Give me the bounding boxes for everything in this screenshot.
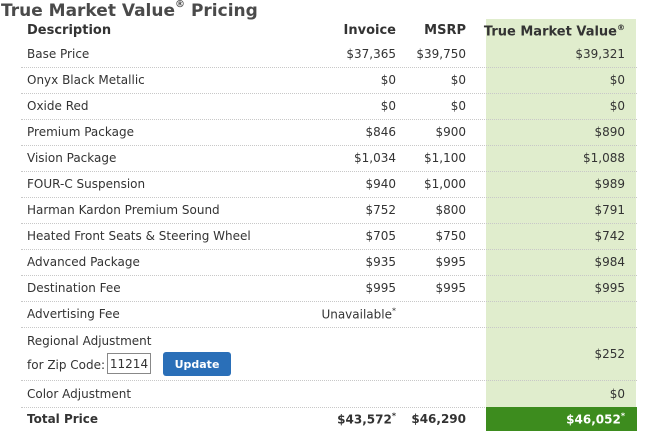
footnote-mark: * (391, 411, 396, 421)
zip-code-input[interactable] (107, 353, 151, 374)
row-tmv: $890 (594, 125, 625, 139)
row-description: Base Price (27, 47, 90, 61)
header-tmv-text: True Market Value (483, 24, 617, 40)
table-row: Oxide Red $0 $0 $0 (21, 93, 637, 120)
advertising-fee-value: Unavailable (321, 307, 392, 322)
table-row: Vision Package $1,034 $1,100 $1,088 (21, 145, 637, 172)
regional-adjustment-row: Regional Adjustment for Zip Code: Update… (21, 327, 637, 381)
advertising-fee-row: Advertising Fee Unavailable* (21, 301, 637, 328)
title-text: True Market Value (1, 1, 176, 21)
row-description: Heated Front Seats & Steering Wheel (27, 229, 251, 243)
row-msrp: $995 (435, 255, 466, 269)
title-registered-mark: ® (175, 0, 186, 11)
row-tmv: $39,321 (575, 47, 625, 61)
row-tmv: $1,088 (583, 151, 625, 165)
header-description: Description (27, 23, 112, 38)
row-invoice: $0 (380, 73, 396, 87)
tmv-column-background (486, 19, 636, 408)
row-msrp: $1,100 (424, 151, 466, 165)
advertising-fee-status: Unavailable* (321, 307, 396, 322)
row-description: Color Adjustment (27, 386, 132, 401)
color-adjustment-row: Color Adjustment $0 (21, 380, 637, 408)
title-suffix: Pricing (185, 1, 258, 21)
row-invoice: $705 (365, 229, 396, 243)
total-invoice: $43,572* (337, 412, 396, 427)
total-invoice-value: $43,572 (337, 412, 392, 427)
total-tmv-value: $46,052 (566, 412, 621, 427)
header-invoice: Invoice (343, 23, 396, 38)
header-tmv-registered-mark: ® (617, 23, 625, 32)
table-row: Advanced Package $935 $995 $984 (21, 249, 637, 276)
table-row: Onyx Black Metallic $0 $0 $0 (21, 67, 637, 94)
row-tmv: $984 (594, 255, 625, 269)
regional-adjustment-tmv: $252 (594, 346, 625, 361)
row-invoice: $940 (365, 177, 396, 191)
table-row: Premium Package $846 $900 $890 (21, 119, 637, 146)
row-tmv: $989 (594, 177, 625, 191)
total-price-row: Total Price $43,572* $46,290 $46,052* (21, 407, 637, 431)
row-description: Premium Package (27, 125, 134, 139)
row-tmv: $995 (594, 281, 625, 295)
row-msrp: $1,000 (424, 177, 466, 191)
row-msrp: $750 (435, 229, 466, 243)
row-invoice: $752 (365, 203, 396, 217)
color-adjustment-tmv: $0 (609, 386, 625, 401)
row-description: Harman Kardon Premium Sound (27, 203, 220, 217)
total-tmv-cell: $46,052* (486, 407, 637, 431)
row-msrp: $900 (435, 125, 466, 139)
table-row: Harman Kardon Premium Sound $752 $800 $7… (21, 197, 637, 224)
row-msrp: $0 (450, 73, 466, 87)
row-tmv: $791 (594, 203, 625, 217)
row-invoice: $37,365 (346, 47, 396, 61)
header-tmv: True Market Value® (484, 23, 625, 39)
row-tmv: $0 (609, 99, 625, 113)
page-title: True Market Value® Pricing (1, 0, 258, 21)
update-button[interactable]: Update (163, 352, 231, 376)
row-description: Oxide Red (27, 99, 89, 113)
header-msrp: MSRP (424, 23, 466, 38)
row-tmv: $0 (609, 73, 625, 87)
total-msrp: $46,290 (411, 412, 466, 426)
total-label: Total Price (27, 412, 99, 426)
table-row: FOUR-C Suspension $940 $1,000 $989 (21, 171, 637, 198)
row-invoice: $846 (365, 125, 396, 139)
row-msrp: $800 (435, 203, 466, 217)
table-row: Base Price $37,365 $39,750 $39,321 (21, 41, 637, 68)
table-row: Heated Front Seats & Steering Wheel $705… (21, 223, 637, 250)
row-description: Advertising Fee (27, 307, 120, 321)
row-tmv: $742 (594, 229, 625, 243)
footnote-mark: * (392, 306, 396, 316)
row-description: Vision Package (27, 151, 117, 165)
row-description: FOUR-C Suspension (27, 177, 146, 191)
row-msrp: $995 (435, 281, 466, 295)
row-invoice: $0 (380, 99, 396, 113)
row-msrp: $39,750 (416, 47, 466, 61)
row-invoice: $1,034 (354, 151, 396, 165)
table-row: Destination Fee $995 $995 $995 (21, 275, 637, 302)
regional-adjustment-label: Regional Adjustment (27, 334, 152, 348)
row-description: Onyx Black Metallic (27, 73, 145, 87)
row-invoice: $935 (365, 255, 396, 269)
zip-code-label: for Zip Code: (27, 358, 106, 372)
row-description: Advanced Package (27, 255, 140, 269)
row-description: Destination Fee (27, 281, 121, 295)
footnote-mark: * (620, 411, 625, 421)
row-msrp: $0 (450, 99, 466, 113)
row-invoice: $995 (365, 281, 396, 295)
total-tmv: $46,052* (566, 412, 625, 427)
